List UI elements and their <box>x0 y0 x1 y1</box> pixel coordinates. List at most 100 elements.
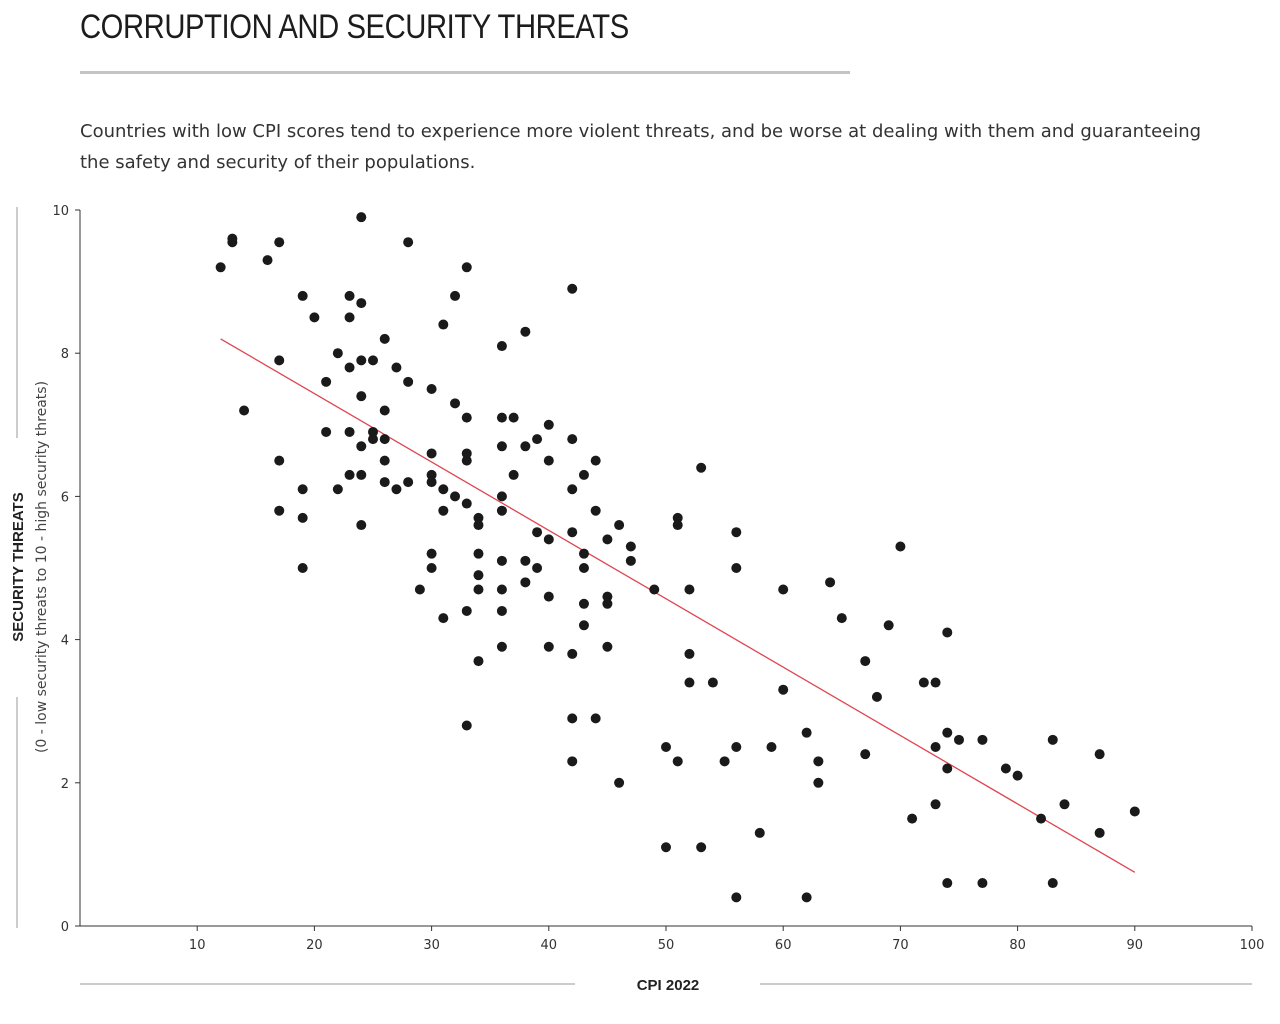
x-tick-label: 40 <box>541 938 558 953</box>
data-point <box>321 376 332 387</box>
data-point <box>942 627 953 638</box>
data-point <box>356 441 367 452</box>
data-point <box>672 512 683 523</box>
data-point <box>567 648 578 659</box>
y-tick-label: 4 <box>61 634 69 649</box>
data-point <box>426 477 437 488</box>
data-point <box>1094 749 1105 760</box>
data-point <box>426 563 437 573</box>
data-point <box>520 326 531 337</box>
data-point <box>274 355 285 366</box>
data-point <box>461 262 472 273</box>
data-point <box>766 742 777 752</box>
x-axis-title: CPI 2022 <box>637 977 700 994</box>
data-point <box>496 441 507 452</box>
data-point <box>473 656 484 667</box>
data-point <box>520 441 531 452</box>
data-point <box>379 434 390 445</box>
data-point <box>426 384 437 394</box>
data-point <box>297 484 308 495</box>
data-point <box>731 563 742 573</box>
data-point <box>297 290 308 301</box>
data-point <box>520 555 531 566</box>
data-point <box>461 412 472 423</box>
data-point <box>1059 799 1070 810</box>
data-point <box>930 799 941 810</box>
data-point <box>1000 763 1011 774</box>
data-point <box>379 455 390 466</box>
data-point <box>368 434 378 445</box>
data-point <box>532 563 543 573</box>
data-point <box>274 237 285 248</box>
data-point <box>1129 806 1140 817</box>
chart-axes: 0 2 4 6 8 10 10 20 30 40 50 60 70 80 90 100 <box>52 204 1264 953</box>
data-point <box>578 598 589 609</box>
data-point <box>344 426 355 437</box>
data-point <box>332 484 343 495</box>
data-point <box>532 527 543 538</box>
data-point <box>578 563 589 573</box>
data-point <box>450 290 461 301</box>
data-point <box>567 756 578 767</box>
data-point <box>496 555 507 566</box>
data-point <box>1036 813 1047 824</box>
data-point <box>942 763 953 774</box>
data-point <box>496 341 507 352</box>
data-point <box>461 448 472 459</box>
data-point <box>543 534 554 545</box>
data-points <box>215 212 1140 903</box>
data-point <box>344 469 355 480</box>
page-title: CORRUPTION AND SECURITY THREATS <box>80 8 629 46</box>
data-point <box>567 527 578 538</box>
data-point <box>473 584 484 595</box>
data-point <box>977 878 988 889</box>
data-point <box>356 212 367 223</box>
trendline-group <box>220 338 1136 873</box>
data-point <box>930 677 941 688</box>
data-point <box>344 362 355 373</box>
data-point <box>1012 770 1023 781</box>
data-point <box>356 298 367 309</box>
data-point <box>684 584 695 595</box>
data-point <box>473 548 484 559</box>
y-tick-label: 10 <box>52 204 69 219</box>
data-point <box>602 534 613 545</box>
data-point <box>461 498 472 509</box>
data-point <box>414 584 425 595</box>
data-point <box>684 677 695 688</box>
x-tick-label: 60 <box>775 938 792 953</box>
y-tick-label: 2 <box>61 777 69 792</box>
data-point <box>496 505 507 516</box>
data-point <box>731 892 742 903</box>
data-point <box>649 584 660 595</box>
data-point <box>602 598 613 609</box>
data-point <box>930 742 941 752</box>
data-point <box>368 426 378 437</box>
data-point <box>309 312 320 323</box>
data-point <box>532 434 543 445</box>
data-point <box>942 878 953 889</box>
data-point <box>461 455 472 466</box>
data-point <box>356 469 367 480</box>
data-point <box>1047 878 1058 889</box>
data-point <box>438 484 449 495</box>
data-point <box>813 756 824 767</box>
data-point <box>344 312 355 323</box>
data-point <box>473 570 484 581</box>
data-point <box>368 355 378 366</box>
data-point <box>918 677 929 688</box>
data-point <box>977 734 988 745</box>
data-point <box>356 355 367 366</box>
data-point <box>590 505 601 516</box>
data-point <box>672 756 683 767</box>
data-point <box>356 520 367 531</box>
data-point <box>438 319 449 330</box>
data-point <box>578 469 589 480</box>
data-point <box>813 777 824 788</box>
data-point <box>614 777 625 788</box>
data-point <box>567 713 578 724</box>
data-point <box>297 563 308 573</box>
data-point <box>954 734 964 745</box>
data-point <box>836 613 847 624</box>
data-point <box>391 362 402 373</box>
